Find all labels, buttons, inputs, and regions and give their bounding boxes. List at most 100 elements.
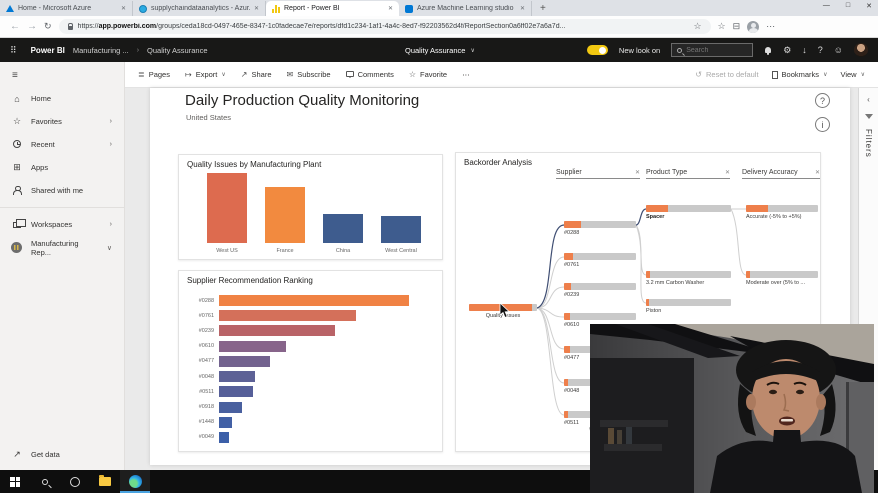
pages-button[interactable]: ≣ Pages <box>138 70 170 79</box>
bookmarks-button[interactable]: Bookmarks ∨ <box>771 70 827 79</box>
browser-profile-avatar[interactable] <box>747 20 760 33</box>
edge-button[interactable] <box>120 470 150 493</box>
remove-level-icon[interactable]: ✕ <box>814 170 820 176</box>
reload-icon[interactable]: ↻ <box>44 21 52 31</box>
expand-filters-icon[interactable]: ‹ <box>867 95 870 104</box>
ranking-row-0610[interactable]: #0610 <box>185 340 436 352</box>
tree-level-delivery-accuracy[interactable]: Delivery Accuracy ✕ <box>742 169 820 179</box>
maximize-button[interactable]: □ <box>845 2 851 9</box>
download-icon[interactable]: ↓ <box>802 45 807 55</box>
ranking-row-0511[interactable]: #0511 <box>185 386 436 398</box>
minimize-button[interactable]: — <box>822 2 830 9</box>
powerbi-logo[interactable]: Power BI <box>30 45 65 55</box>
subscribe-button[interactable]: ✉ Subscribe <box>287 70 331 79</box>
favorite-button[interactable]: ☆ Favorite <box>409 70 447 79</box>
tree-node-3-2-mm-carbon-washer[interactable]: 3.2 mm Carbon Washer <box>646 271 731 286</box>
export-button[interactable]: ↦ Export ∨ <box>185 70 226 79</box>
sidebar-item-home[interactable]: ⌂ Home <box>0 87 124 110</box>
tab-azure-ml[interactable]: Azure Machine Learning studio ✕ <box>399 1 532 16</box>
more-options-button[interactable]: ⋯ <box>462 70 470 79</box>
search-box[interactable] <box>671 43 754 57</box>
cortana-button[interactable] <box>60 470 90 493</box>
bar-west-central[interactable] <box>381 216 421 243</box>
help-icon[interactable]: ? <box>817 45 823 55</box>
tab-supplychain[interactable]: supplychaindataanalytics - Azur... ✕ <box>133 1 266 16</box>
notifications-bell-icon[interactable] <box>764 46 772 55</box>
ranking-row-0761[interactable]: #0761 <box>185 310 436 322</box>
bar-0511[interactable] <box>219 386 253 398</box>
sidebar-item-apps[interactable]: ⊞ Apps <box>0 156 124 179</box>
close-icon[interactable]: ✕ <box>253 6 259 12</box>
start-button[interactable] <box>0 470 30 493</box>
bar-1448[interactable] <box>219 416 232 428</box>
tree-node-moderate-over-5-to[interactable]: Moderate over (5% to ... <box>746 271 818 286</box>
back-icon[interactable]: ← <box>10 20 20 32</box>
ranking-row-0477[interactable]: #0477 <box>185 355 436 367</box>
view-button[interactable]: View ∨ <box>840 70 865 79</box>
tree-node-accurate-5-to-5[interactable]: Accurate (-5% to +5%) <box>746 205 818 220</box>
bar-0288[interactable] <box>219 295 409 306</box>
tree-node-piston[interactable]: Piston <box>646 299 731 314</box>
bar-0918[interactable] <box>219 401 242 413</box>
comments-button[interactable]: Comments <box>345 70 394 79</box>
close-icon[interactable]: ✕ <box>519 6 525 12</box>
ranking-row-0918[interactable]: #0918 <box>185 401 436 413</box>
help-circle-button[interactable]: ? <box>815 93 830 108</box>
sidebar-item-workspace-manufacturing[interactable]: Manufacturing Rep... ∨ <box>0 236 124 259</box>
reset-to-default-button[interactable]: ↺ Reset to default <box>695 70 758 79</box>
taskbar-search-button[interactable] <box>30 470 60 493</box>
favorite-star-icon[interactable]: ☆ <box>693 21 702 31</box>
bar-0761[interactable] <box>219 310 356 322</box>
sidebar-item-favorites[interactable]: ☆ Favorites › <box>0 110 124 133</box>
feedback-smiley-icon[interactable]: ☺ <box>833 45 843 55</box>
info-circle-button[interactable]: i <box>815 117 830 132</box>
bar-0239[interactable] <box>219 325 335 337</box>
breadcrumb-page[interactable]: Quality Assurance <box>147 45 208 55</box>
forward-icon[interactable]: → <box>27 20 37 32</box>
tree-node-0288[interactable]: #0288 <box>564 221 636 236</box>
tree-node-0239[interactable]: #0239 <box>564 283 636 298</box>
remove-level-icon[interactable]: ✕ <box>634 170 640 176</box>
close-icon[interactable]: ✕ <box>387 6 393 12</box>
bar-0048[interactable] <box>219 371 255 383</box>
close-icon[interactable]: ✕ <box>120 6 126 12</box>
bar-0049[interactable] <box>219 431 229 443</box>
file-explorer-button[interactable] <box>90 470 120 493</box>
visual-supplier-recommendation-ranking[interactable]: Supplier Recommendation Ranking #0288 #07… <box>178 270 443 452</box>
sidebar-item-recent[interactable]: Recent › <box>0 133 124 156</box>
tab-azure-home[interactable]: Home - Microsoft Azure ✕ <box>0 1 133 16</box>
bar-china[interactable] <box>323 214 363 243</box>
browser-menu-icon[interactable]: ⋯ <box>766 21 776 31</box>
report-page-selector[interactable]: Quality Assurance ∨ <box>405 46 475 55</box>
tab-powerbi-report[interactable]: Report - Power BI ✕ <box>266 1 399 16</box>
remove-level-icon[interactable]: ✕ <box>724 170 730 176</box>
settings-gear-icon[interactable]: ⚙ <box>783 44 792 55</box>
ranking-row-0049[interactable]: #0049 <box>185 431 436 443</box>
share-button[interactable]: ↗ Share <box>241 70 272 79</box>
waffle-icon[interactable]: ⠿ <box>10 44 17 55</box>
collections-icon[interactable]: ⊟ <box>732 21 741 31</box>
breadcrumb-workspace[interactable]: Manufacturing ... <box>72 45 129 55</box>
new-tab-button[interactable]: + <box>540 3 546 14</box>
url-field[interactable]: https://app.powerbi.com/groups/ceda18cd-… <box>58 19 711 34</box>
tree-node-0610[interactable]: #0610 <box>564 313 636 328</box>
visual-quality-issues-by-plant[interactable]: Quality Issues by Manufacturing Plant We… <box>178 154 443 260</box>
bar-0477[interactable] <box>219 355 270 367</box>
user-avatar[interactable] <box>854 43 868 57</box>
bar-0610[interactable] <box>219 340 286 352</box>
tree-level-supplier[interactable]: Supplier ✕ <box>556 169 640 179</box>
ranking-row-1448[interactable]: #1448 <box>185 416 436 428</box>
bar-france[interactable] <box>265 187 305 243</box>
get-data-button[interactable]: ↗ Get data <box>0 444 124 464</box>
new-look-toggle[interactable] <box>586 45 608 55</box>
search-input[interactable] <box>686 46 748 54</box>
close-window-button[interactable]: ✕ <box>866 3 872 10</box>
ranking-row-0288[interactable]: #0288 <box>185 295 436 306</box>
tree-node-spacer[interactable]: Spacer <box>646 205 731 220</box>
sidebar-collapse-icon[interactable]: ≡ <box>12 70 18 81</box>
ranking-row-0048[interactable]: #0048 <box>185 371 436 383</box>
tree-node-0761[interactable]: #0761 <box>564 253 636 268</box>
bar-west-us[interactable] <box>207 173 247 243</box>
sidebar-item-shared[interactable]: Shared with me <box>0 179 124 202</box>
sidebar-item-workspaces[interactable]: Workspaces › <box>0 213 124 236</box>
